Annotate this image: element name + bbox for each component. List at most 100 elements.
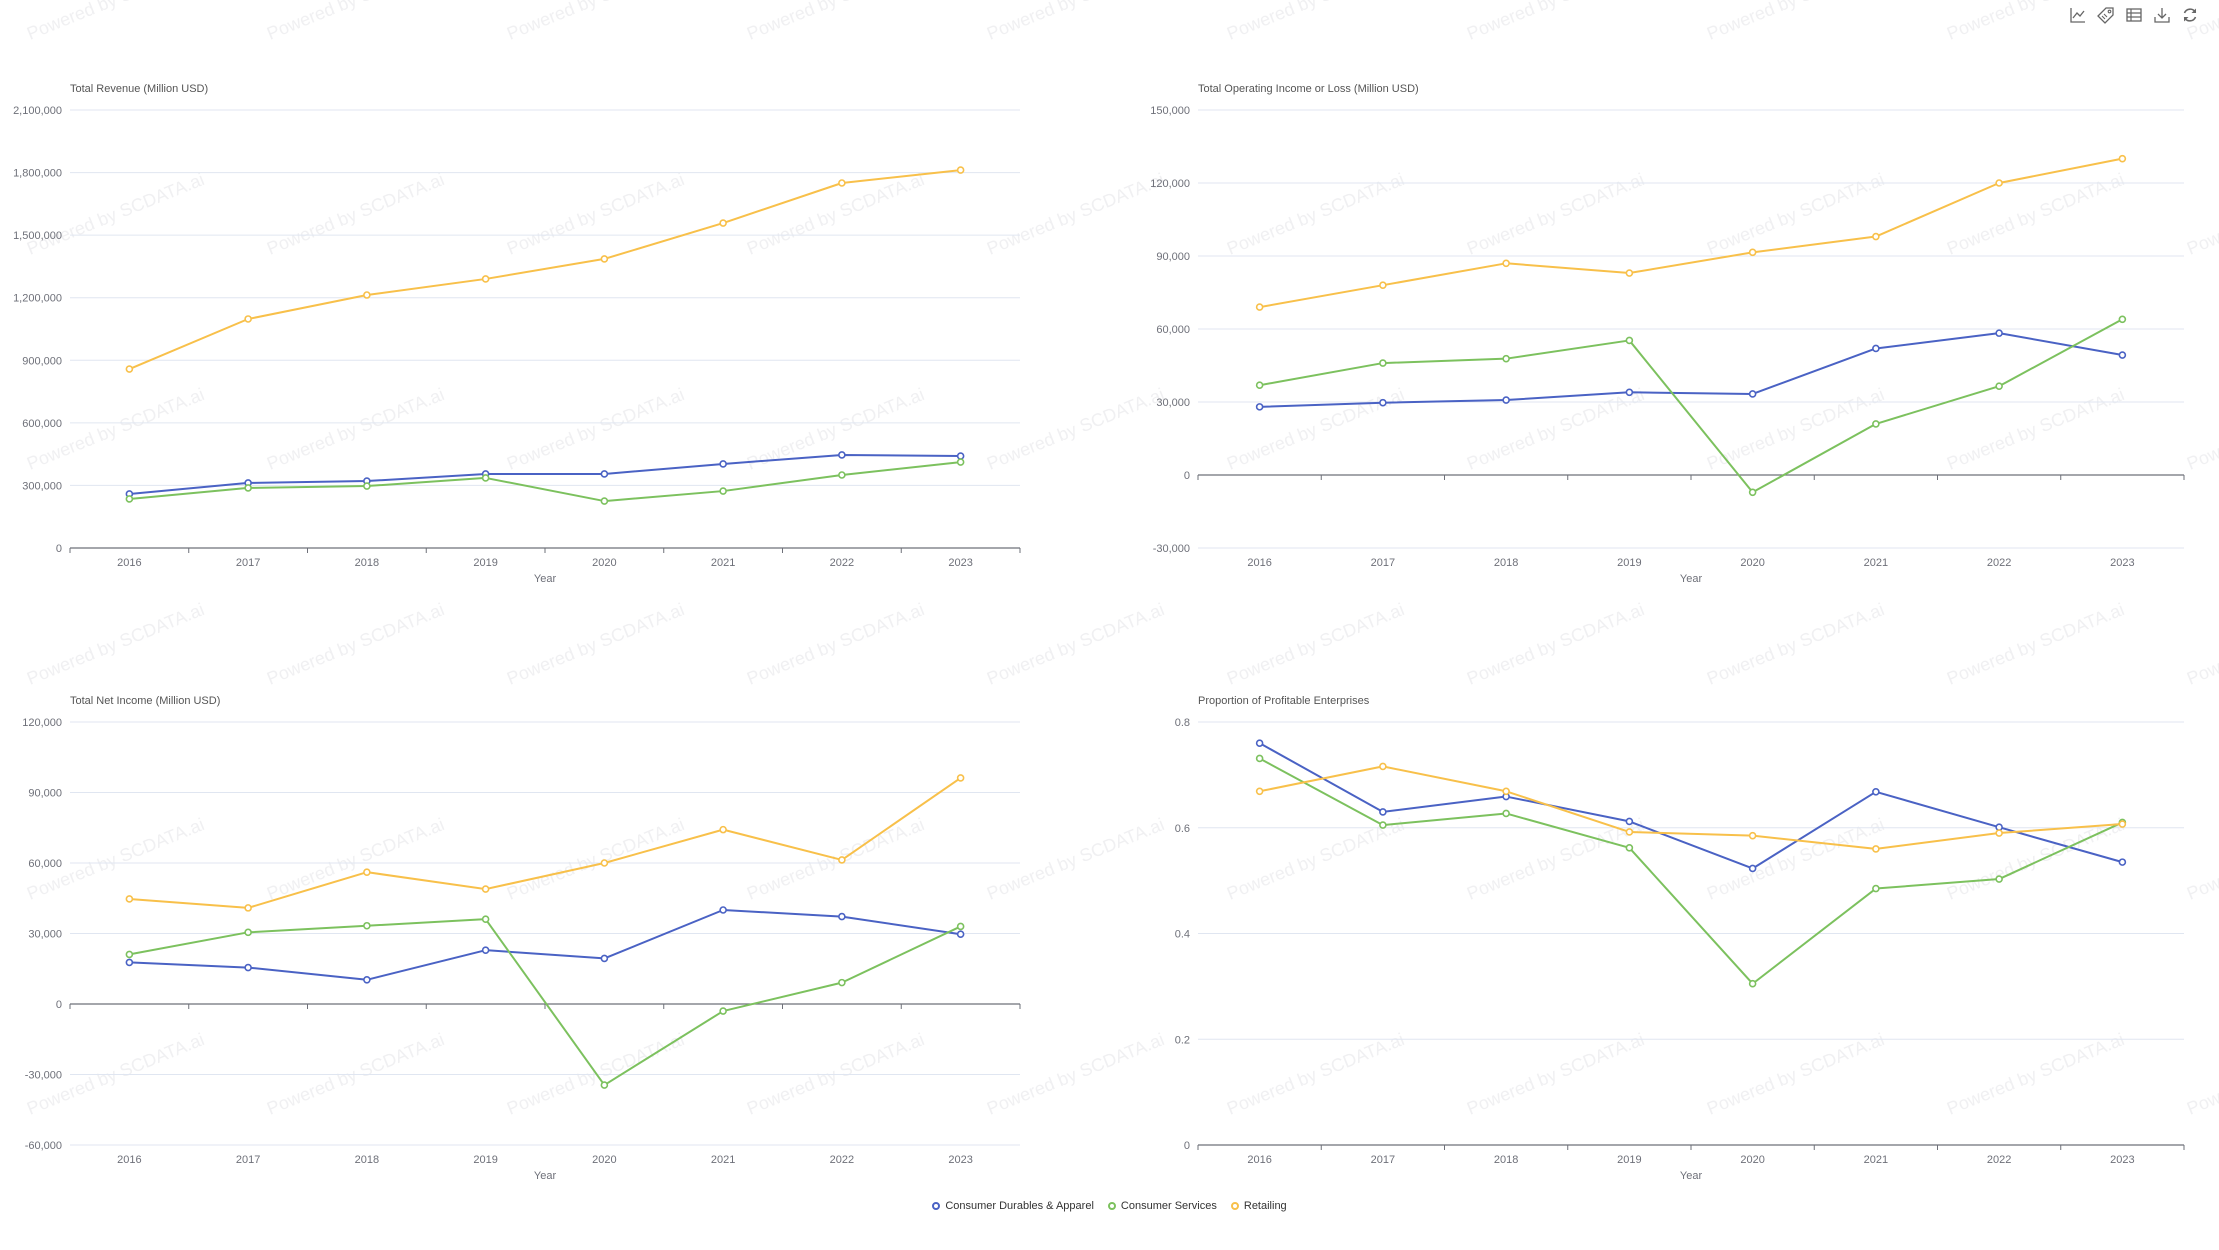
watermark-text: Powered by SCDATA.ai [984,1029,1167,1118]
series-consumer-services [125,915,965,1089]
data-point [1995,382,2003,390]
data-point [244,963,252,972]
watermark-text: Powered by SCDATA.ai [744,169,927,258]
legend-label: Retailing [1243,1200,1287,1212]
y-tick-label: 0 [56,543,62,555]
data-point [481,946,490,954]
watermark-text: Powered by SCDATA.ai [504,384,687,473]
series-line [129,918,962,1087]
y-tick-label: 2,100,000 [13,105,62,117]
data-point [600,470,609,478]
watermark-text: Powered by SCDATA.ai [984,384,1167,473]
data-point [600,954,609,963]
line-chart-icon[interactable] [2069,6,2087,24]
x-tick-label: 2019 [473,1154,497,1166]
x-tick-label: 2021 [1864,557,1888,569]
data-point [1748,979,1757,988]
watermark-text: Powered by SCDATA.ai [1464,0,1647,44]
y-tick-label: 90,000 [1156,251,1190,263]
watermark-layer: Powered by SCDATA.ai Powered by SCDATA.ai… [24,0,2219,1119]
data-point [125,365,134,373]
x-tick-label: 2020 [1740,557,1764,569]
x-tick-label: 2017 [236,1154,260,1166]
legend: Consumer Durables & Apparel Consumer Ser… [0,1200,2219,1212]
data-point [1625,336,1634,345]
watermark-text: Powered by SCDATA.ai [744,1029,927,1118]
data-point [125,495,134,503]
refresh-icon[interactable] [2181,6,2199,24]
tag-icon[interactable] [2097,6,2115,24]
y-tick-label: -30,000 [1153,543,1190,555]
chart-title: Total Net Income (Million USD) [70,695,220,707]
data-point [2118,154,2127,163]
data-point [1995,875,2003,883]
watermark-text: Powered by SCDATA.ai [1464,1029,1647,1118]
data-point [1872,787,1880,796]
data-point [1255,754,1264,763]
series-line [1259,157,2123,309]
legend-item-retailing[interactable]: Retailing [1230,1200,1287,1212]
x-tick-label: 2023 [2110,557,2134,569]
series-line [129,453,961,495]
watermark-text: Powered by SCDATA.ai [264,1029,447,1118]
data-point [719,1007,727,1015]
data-point [838,978,846,987]
data-point [363,921,371,930]
x-tick-label: 2023 [948,1154,972,1166]
download-icon[interactable] [2153,6,2171,24]
series-line [1259,757,2123,985]
data-point [719,219,727,227]
series-line [1259,332,2123,408]
data-point [481,915,490,923]
y-tick-label: 120,000 [22,717,62,729]
series-retailing [1255,762,2127,853]
x-axis-title: Year [534,1170,557,1182]
data-point [1255,381,1264,390]
data-point [1625,828,1634,836]
chart-3: Total Net Income (Million USD) -60,000 -30… [22,695,1021,1182]
series-line [1259,742,2123,870]
data-point [600,255,609,263]
y-tick-label: 0.4 [1175,929,1190,941]
data-point [244,928,252,937]
x-tick-label: 2019 [1617,1154,1641,1166]
data-view-icon[interactable] [2125,6,2143,24]
watermark-text: Powered by SCDATA.ai [1224,599,1407,688]
data-point [838,912,846,921]
data-point [1748,864,1757,873]
data-point [600,497,609,505]
data-point [600,859,609,867]
legend-label: Consumer Durables & Apparel [945,1200,1094,1212]
watermark-text: Powered by SCDATA.ai [1704,0,1887,44]
legend-item-consumer-durables-apparel[interactable]: Consumer Durables & Apparel [932,1200,1094,1212]
data-point [2118,315,2127,324]
series-line [129,777,962,909]
data-point [1748,390,1757,398]
watermark-text: Powered by SCDATA.ai [504,169,687,258]
data-point [244,484,252,492]
watermark-text: Powered by SCDATA.ai [2184,599,2219,688]
chart-2: Total Operating Income or Loss (Million … [1150,83,2185,585]
chart-title: Proportion of Profitable Enterprises [1198,695,1370,707]
data-point [838,451,846,459]
series-consumer-durables-apparel [1255,739,2127,873]
x-tick-label: 2016 [1247,557,1271,569]
watermark-text: Powered by SCDATA.ai [264,0,447,44]
series-consumer-durables-apparel [1255,329,2127,411]
x-tick-label: 2017 [236,557,260,569]
data-point [1748,248,1757,257]
watermark-text: Powered by SCDATA.ai [1704,599,1887,688]
series-retailing [125,166,965,373]
data-point [1872,420,1880,428]
data-point [1995,329,2003,337]
data-point [719,460,727,468]
data-point [1625,269,1634,277]
data-point [1872,344,1880,353]
data-point [838,179,846,187]
x-tick-label: 2019 [473,557,497,569]
watermark-text: Powered by SCDATA.ai [264,599,447,688]
watermark-text: Powered by SCDATA.ai [1224,1029,1407,1118]
legend-item-consumer-services[interactable]: Consumer Services [1107,1200,1217,1212]
data-point [1379,281,1387,290]
x-axis-title: Year [1680,573,1703,585]
